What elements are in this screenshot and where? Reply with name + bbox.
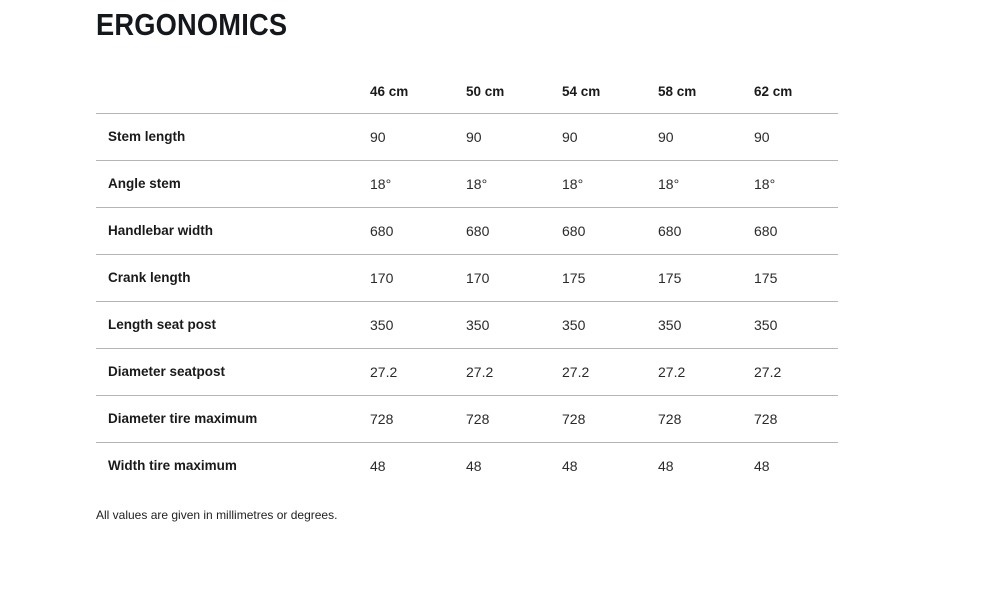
cell-value: 728 xyxy=(370,410,394,427)
cell-value: 680 xyxy=(466,222,490,239)
content-area: ERGONOMICS 46 cm 50 cm 54 cm 58 cm 62 cm… xyxy=(96,7,838,523)
table-row-diameter-seatpost: Diameter seatpost 27.2 27.2 27.2 27.2 27… xyxy=(96,348,838,396)
table-row-diameter-tire-maximum: Diameter tire maximum 728 728 728 728 72… xyxy=(96,395,838,443)
cell-value: 48 xyxy=(658,457,674,474)
row-label: Diameter tire maximum xyxy=(108,411,258,427)
cell-value: 680 xyxy=(754,222,778,239)
cell-value: 27.2 xyxy=(562,363,590,380)
row-label: Width tire maximum xyxy=(108,458,237,474)
cell-value: 350 xyxy=(370,316,394,333)
ergonomics-table: 46 cm 50 cm 54 cm 58 cm 62 cm Stem lengt… xyxy=(96,69,838,490)
cell-value: 728 xyxy=(466,410,490,427)
cell-value: 170 xyxy=(370,269,394,286)
cell-value: 728 xyxy=(658,410,682,427)
cell-value: 680 xyxy=(658,222,682,239)
cell-value: 18° xyxy=(370,175,392,192)
row-label: Crank length xyxy=(108,270,191,286)
cell-value: 728 xyxy=(754,410,778,427)
cell-value: 18° xyxy=(466,175,488,192)
header-row: 46 cm 50 cm 54 cm 58 cm 62 cm xyxy=(96,69,838,114)
cell-value: 680 xyxy=(370,222,394,239)
table-row-width-tire-maximum: Width tire maximum 48 48 48 48 48 xyxy=(96,442,838,489)
row-label: Length seat post xyxy=(108,317,217,333)
cell-value: 48 xyxy=(754,457,770,474)
column-header-50cm: 50 cm xyxy=(454,69,550,114)
table-row-handlebar-width: Handlebar width 680 680 680 680 680 xyxy=(96,207,838,255)
cell-value: 350 xyxy=(466,316,490,333)
cell-value: 18° xyxy=(658,175,680,192)
cell-value: 27.2 xyxy=(370,363,398,380)
cell-value: 27.2 xyxy=(754,363,782,380)
cell-value: 90 xyxy=(658,128,674,145)
cell-value: 680 xyxy=(562,222,586,239)
cell-value: 48 xyxy=(466,457,482,474)
table-row-angle-stem: Angle stem 18° 18° 18° 18° 18° xyxy=(96,160,838,208)
cell-value: 350 xyxy=(754,316,778,333)
row-label: Diameter seatpost xyxy=(108,364,226,380)
cell-value: 90 xyxy=(562,128,578,145)
cell-value: 175 xyxy=(754,269,778,286)
table-row-crank-length: Crank length 170 170 175 175 175 xyxy=(96,254,838,302)
table-row-length-seat-post: Length seat post 350 350 350 350 350 xyxy=(96,301,838,349)
cell-value: 90 xyxy=(466,128,482,145)
page-title: ERGONOMICS xyxy=(96,7,288,42)
table-row-stem-length: Stem length 90 90 90 90 90 xyxy=(96,113,838,161)
column-header-62cm: 62 cm xyxy=(742,69,838,114)
cell-value: 175 xyxy=(562,269,586,286)
table-header: 46 cm 50 cm 54 cm 58 cm 62 cm xyxy=(96,69,838,114)
column-header-54cm: 54 cm xyxy=(550,69,646,114)
row-label: Handlebar width xyxy=(108,223,214,239)
cell-value: 175 xyxy=(658,269,682,286)
units-footnote: All values are given in millimetres or d… xyxy=(96,508,338,523)
cell-value: 18° xyxy=(754,175,776,192)
cell-value: 90 xyxy=(370,128,386,145)
table-body: Stem length 90 90 90 90 90 Angle stem 18… xyxy=(96,113,838,489)
cell-value: 27.2 xyxy=(466,363,494,380)
cell-value: 350 xyxy=(658,316,682,333)
cell-value: 350 xyxy=(562,316,586,333)
column-header-58cm: 58 cm xyxy=(646,69,742,114)
row-label: Stem length xyxy=(108,129,186,145)
row-label: Angle stem xyxy=(108,176,181,192)
column-header-46cm: 46 cm xyxy=(358,69,454,114)
cell-value: 48 xyxy=(562,457,578,474)
cell-value: 728 xyxy=(562,410,586,427)
cell-value: 48 xyxy=(370,457,386,474)
cell-value: 27.2 xyxy=(658,363,686,380)
cell-value: 18° xyxy=(562,175,584,192)
header-corner-cell xyxy=(96,69,358,114)
cell-value: 170 xyxy=(466,269,490,286)
cell-value: 90 xyxy=(754,128,770,145)
